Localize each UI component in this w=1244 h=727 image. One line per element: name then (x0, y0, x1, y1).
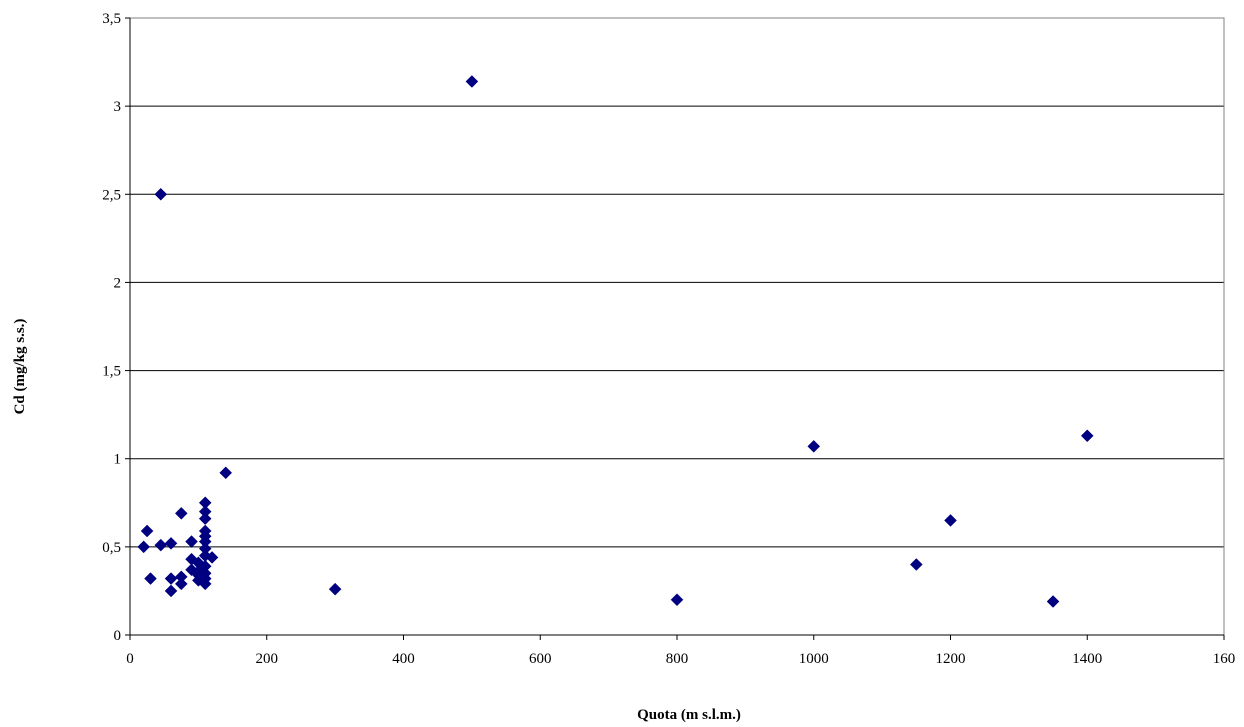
data-point (140, 524, 154, 538)
data-point (154, 538, 168, 552)
y-tick-label: 3 (114, 99, 122, 115)
y-tick-label: 0 (114, 628, 122, 644)
data-point (137, 540, 151, 554)
data-point (198, 512, 212, 526)
data-point (154, 187, 168, 201)
y-tick-label: 1 (114, 452, 122, 468)
x-tick-label: 160 (1213, 651, 1236, 667)
y-tick-label: 2 (114, 275, 122, 291)
y-tick-label: 1,5 (102, 364, 121, 380)
data-point (144, 572, 157, 585)
data-point (909, 558, 923, 571)
x-tick-label: 1000 (799, 651, 829, 667)
data-point (670, 593, 684, 607)
data-point (1046, 595, 1060, 608)
data-point (219, 466, 233, 480)
y-axis-title: Cd (mg/kg s.s.) (12, 319, 28, 415)
x-tick-label: 0 (126, 651, 134, 667)
data-point (164, 536, 178, 550)
data-point (465, 75, 479, 88)
data-point (174, 577, 188, 591)
data-point (205, 551, 219, 564)
y-tick-label: 0,5 (102, 540, 121, 556)
data-point (164, 584, 178, 598)
y-tick-label: 2,5 (102, 187, 121, 203)
x-tick-label: 600 (529, 651, 552, 667)
x-tick-label: 400 (392, 651, 415, 667)
data-point (944, 514, 957, 527)
data-point (185, 535, 198, 548)
data-point (174, 570, 188, 584)
y-tick-label: 3,5 (102, 11, 121, 27)
data-point (1080, 429, 1094, 443)
data-point (328, 582, 342, 596)
x-tick-label: 1200 (936, 651, 966, 667)
x-axis-title: Quota (m s.l.m.) (637, 707, 741, 723)
gridlines (130, 105, 1224, 548)
data-point (807, 440, 821, 453)
data-point (174, 507, 188, 520)
data-points (137, 75, 1094, 608)
plot-area-frame (129, 17, 1225, 636)
x-tick-label: 800 (666, 651, 689, 667)
axes (125, 17, 1225, 640)
x-tick-label: 1400 (1072, 651, 1102, 667)
data-point (198, 577, 212, 591)
data-point (164, 572, 178, 585)
x-tick-label: 200 (256, 651, 279, 667)
tick-labels: 0 0,5 1 1,5 2 2,5 3 3,5 0 200 400 600 800 1000 1200 140… (102, 11, 1235, 667)
